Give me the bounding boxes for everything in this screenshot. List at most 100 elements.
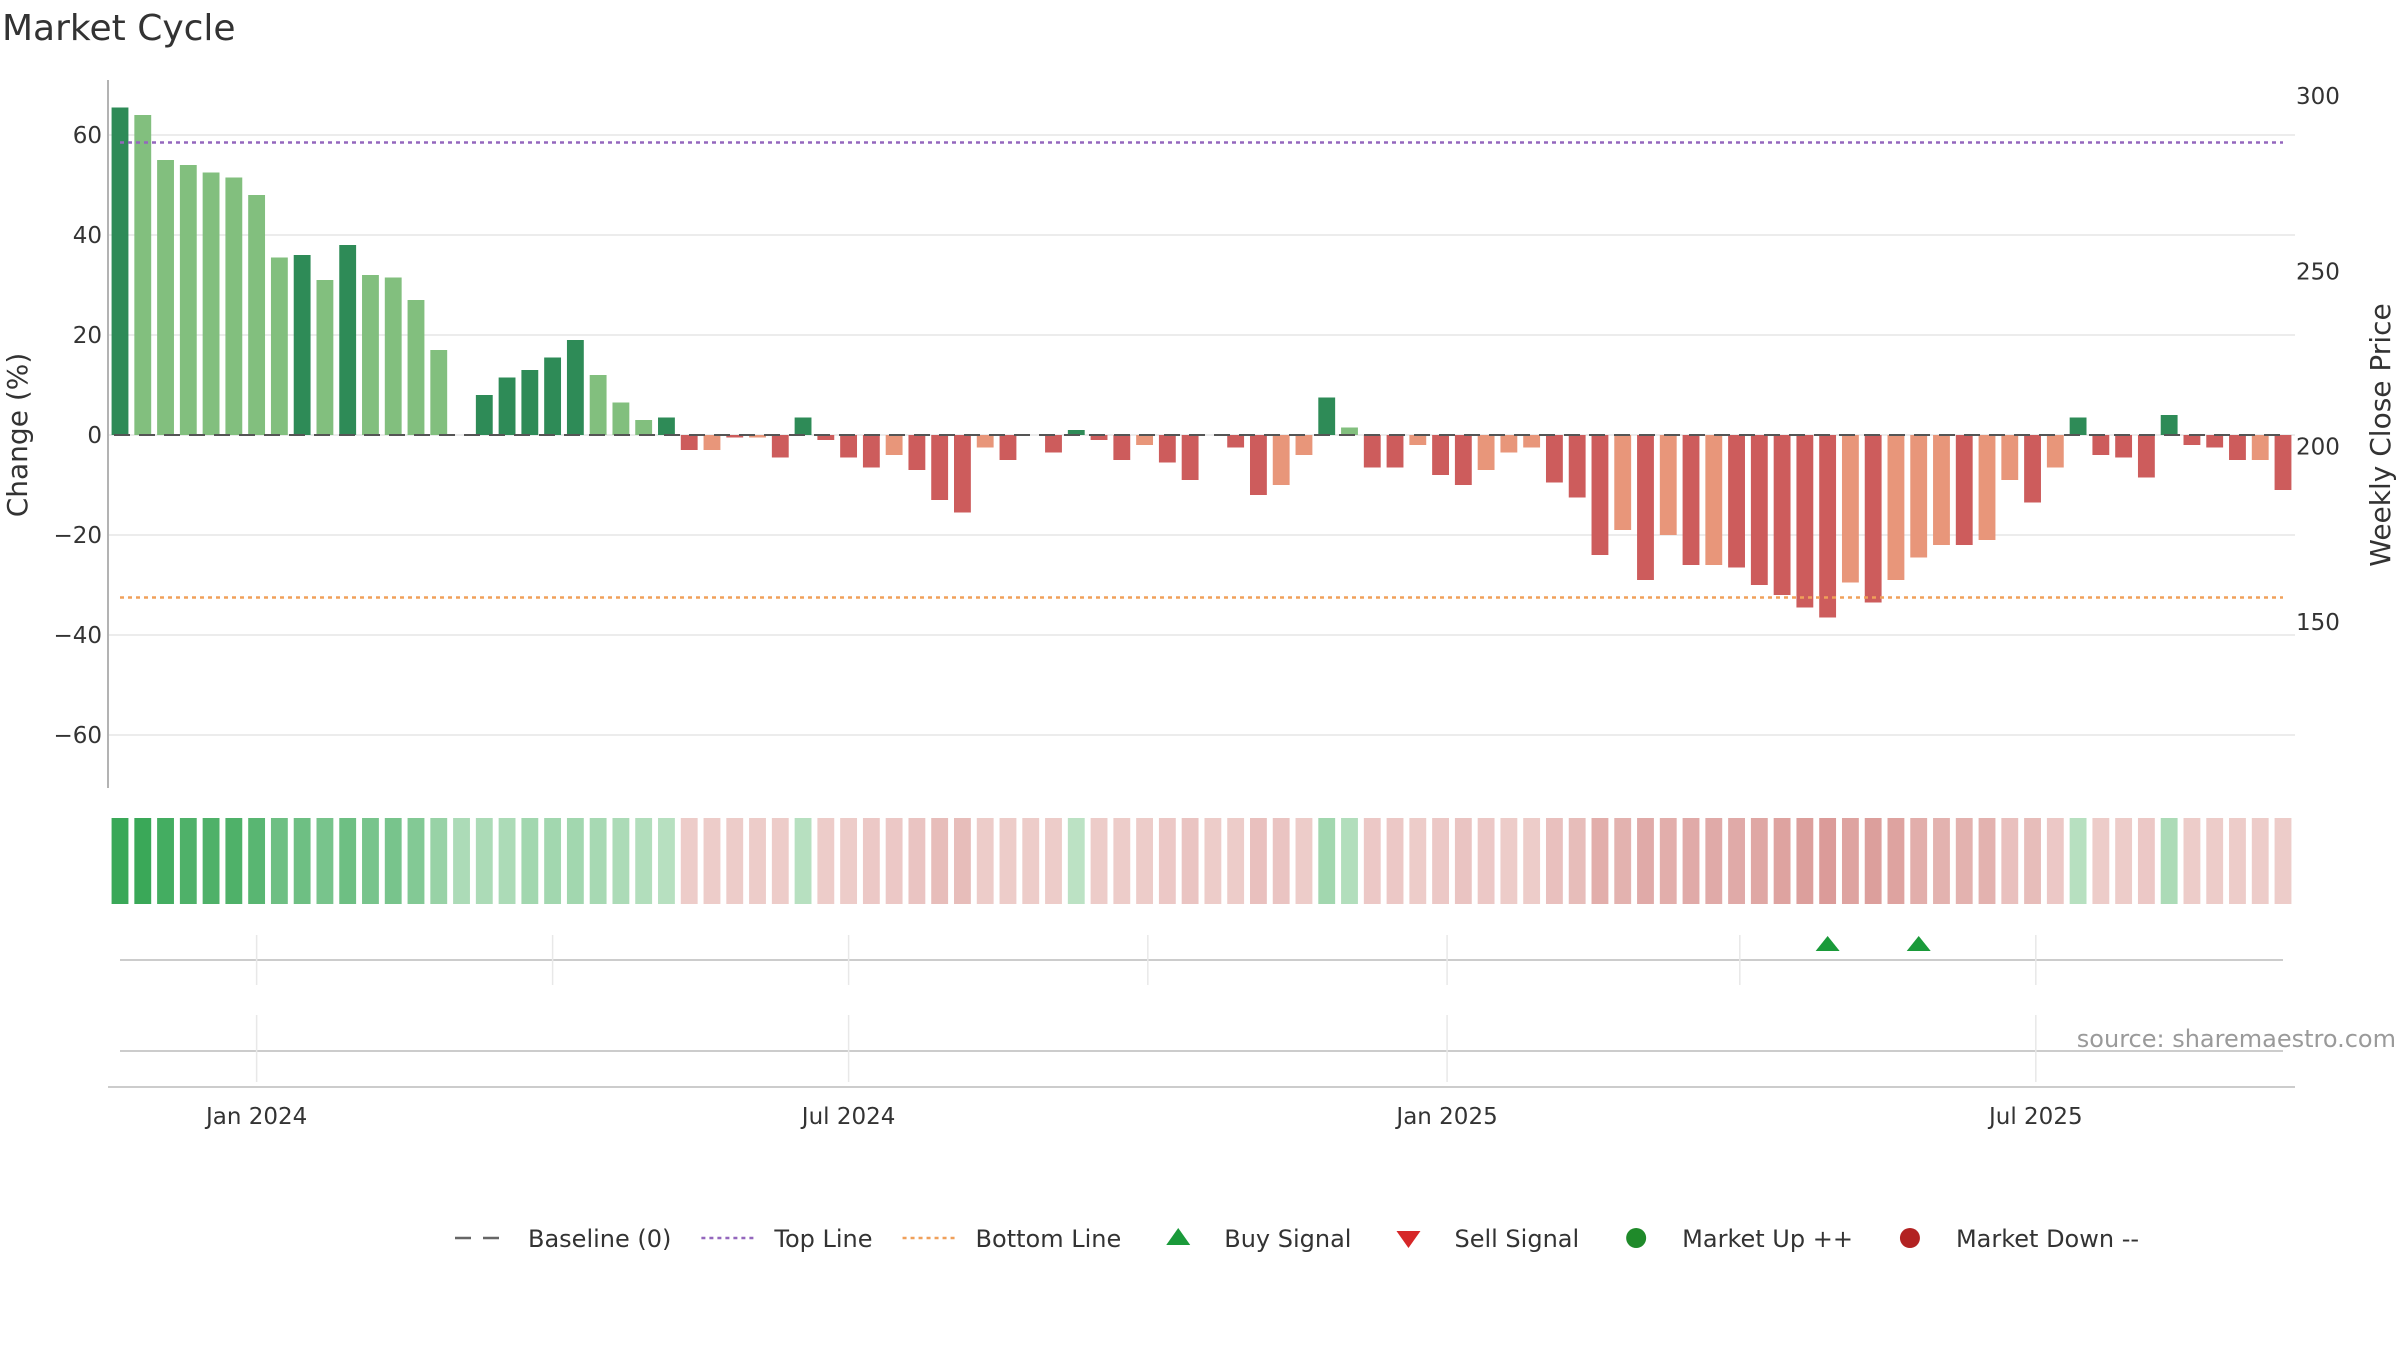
heat-cell xyxy=(1113,818,1131,904)
heat-cell xyxy=(1067,818,1085,904)
heat-cell xyxy=(931,818,949,904)
bar xyxy=(1750,435,1768,585)
heat-cell xyxy=(658,818,675,904)
x-tick-label: Jul 2025 xyxy=(1987,1104,2083,1130)
heat-cell xyxy=(885,818,903,904)
legend-label: Sell Signal xyxy=(1454,1225,1579,1253)
bar xyxy=(1500,435,1518,453)
bar xyxy=(1591,435,1609,555)
y-tick-label: −60 xyxy=(53,723,102,749)
heat-cell xyxy=(1750,818,1768,904)
bar xyxy=(270,257,288,435)
heat-cell xyxy=(1363,818,1381,904)
heat-cell xyxy=(2024,818,2041,904)
bar xyxy=(111,107,129,435)
heat-cell xyxy=(2115,818,2133,904)
heat-cell xyxy=(270,818,288,904)
heat-cell xyxy=(1682,818,1700,904)
legend-label: Top Line xyxy=(773,1225,872,1253)
bar xyxy=(1454,435,1472,485)
bar xyxy=(2206,435,2224,448)
heat-cell xyxy=(157,818,174,904)
heat-cell xyxy=(1386,818,1404,904)
bar xyxy=(544,357,562,435)
heat-cell xyxy=(202,818,220,904)
heat-cell xyxy=(2274,818,2292,904)
heat-cell xyxy=(1728,818,1745,904)
bar xyxy=(1887,435,1905,580)
bar xyxy=(1682,435,1700,565)
heat-cell xyxy=(2183,818,2201,904)
bar xyxy=(999,435,1017,460)
heat-cell xyxy=(1090,818,1108,904)
y-tick-label: 60 xyxy=(73,123,102,149)
bar xyxy=(248,195,266,435)
heat-strip xyxy=(111,818,2292,904)
bar xyxy=(1545,435,1563,483)
left-axis: 60 40 20 0 −20 −40 −60 xyxy=(53,80,109,788)
heat-cell xyxy=(726,818,744,904)
bar xyxy=(566,340,584,435)
heat-cell xyxy=(2001,818,2019,904)
bar xyxy=(407,300,425,435)
y2-tick-label: 250 xyxy=(2296,259,2340,285)
bar xyxy=(179,165,197,435)
x-tick-label: Jul 2024 xyxy=(800,1104,896,1130)
bar xyxy=(430,350,448,435)
heat-cell xyxy=(771,818,789,904)
heat-cell xyxy=(248,818,266,904)
bar xyxy=(658,417,675,435)
heat-cell xyxy=(1341,818,1358,904)
bar xyxy=(1409,435,1427,445)
bar xyxy=(1955,435,1973,545)
y-tick-label: −40 xyxy=(53,623,102,649)
heat-cell xyxy=(680,818,698,904)
heat-cell xyxy=(2251,818,2269,904)
heat-cell xyxy=(1523,818,1541,904)
heat-cell xyxy=(1454,818,1472,904)
legend-label: Market Up ++ xyxy=(1682,1225,1853,1253)
heat-cell xyxy=(1500,818,1518,904)
heat-cell xyxy=(1864,818,1882,904)
heat-cell xyxy=(225,818,243,904)
bar xyxy=(1910,435,1928,558)
bar xyxy=(1705,435,1723,565)
signal-panel xyxy=(120,935,2283,1082)
bar xyxy=(2229,435,2246,460)
heat-cell xyxy=(1591,818,1609,904)
bar xyxy=(794,417,812,435)
heat-cell xyxy=(908,818,926,904)
heat-cell xyxy=(2137,818,2155,904)
heat-cell xyxy=(566,818,584,904)
bar xyxy=(157,160,174,435)
bar xyxy=(1728,435,1745,568)
heat-cell xyxy=(1568,818,1586,904)
heat-cell xyxy=(2046,818,2064,904)
bar xyxy=(2137,435,2155,478)
y-tick-label: −20 xyxy=(53,523,102,549)
heat-cell xyxy=(794,818,812,904)
heat-cell xyxy=(1955,818,1973,904)
legend-item: Top Line xyxy=(701,1225,873,1253)
heat-cell xyxy=(862,818,880,904)
bar xyxy=(316,280,334,435)
heat-cell xyxy=(316,818,334,904)
legend-item: Sell Signal xyxy=(1396,1225,1579,1253)
legend-swatch-circle xyxy=(1899,1228,1920,1248)
heat-cell xyxy=(703,818,721,904)
bar xyxy=(2069,417,2087,435)
bar xyxy=(1614,435,1632,530)
heat-cell xyxy=(612,818,630,904)
heat-cell xyxy=(2160,818,2178,904)
bar xyxy=(1933,435,1950,545)
heat-cell xyxy=(1409,818,1427,904)
heat-cell xyxy=(2229,818,2246,904)
heat-cell xyxy=(976,818,994,904)
bar xyxy=(1523,435,1541,448)
y-tick-label: 20 xyxy=(73,323,102,349)
heat-cell xyxy=(1796,818,1814,904)
bar xyxy=(908,435,926,470)
heat-cell xyxy=(1659,818,1677,904)
bar xyxy=(1067,430,1085,435)
bar xyxy=(2001,435,2019,480)
